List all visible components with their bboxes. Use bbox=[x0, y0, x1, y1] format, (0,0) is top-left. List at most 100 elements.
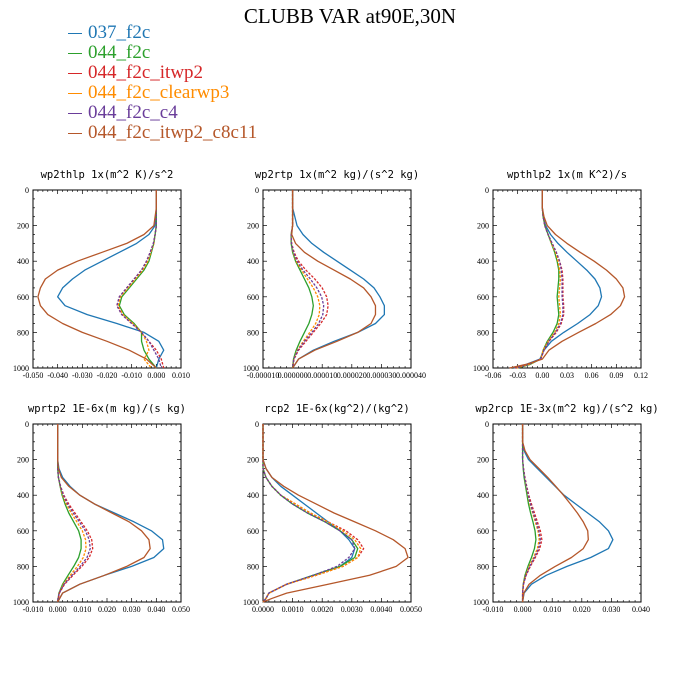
legend-line-swatch bbox=[68, 52, 82, 54]
series-line bbox=[521, 424, 589, 603]
series-line bbox=[513, 190, 603, 369]
series-line bbox=[262, 424, 356, 603]
x-tick-label: 0.000040 bbox=[396, 371, 426, 380]
y-tick-label: 200 bbox=[17, 456, 29, 465]
series-line bbox=[57, 424, 91, 603]
y-tick-label: 0 bbox=[25, 186, 29, 195]
chart-panel: rcp2 1E-6x(kg^2)/(kg^2) 0 200 400 600 800 1000… bbox=[243, 403, 422, 614]
x-tick-label: 0.12 bbox=[634, 371, 648, 380]
x-tick-label: 0.0000 bbox=[252, 605, 274, 614]
x-tick-label: 0.0020 bbox=[311, 605, 333, 614]
y-tick-label: 400 bbox=[17, 491, 29, 500]
plot-frame bbox=[32, 423, 182, 603]
series-line bbox=[262, 424, 409, 603]
y-tick-label: 800 bbox=[17, 562, 29, 571]
series-line bbox=[116, 190, 162, 369]
y-tick-label: 600 bbox=[477, 293, 489, 302]
y-tick-label: 1000 bbox=[13, 598, 29, 607]
y-tick-label: 800 bbox=[477, 562, 489, 571]
series-line bbox=[262, 424, 359, 603]
x-tick-label: 0.010 bbox=[73, 605, 91, 614]
series-line bbox=[118, 190, 157, 369]
x-tick-label: 0.010 bbox=[172, 371, 190, 380]
x-tick-label: -0.06 bbox=[485, 371, 502, 380]
legend-line-swatch bbox=[68, 72, 82, 74]
y-tick-label: 600 bbox=[247, 527, 259, 536]
chart-title: wpthlp2 1x(m K^2)/s bbox=[507, 169, 627, 181]
series-line bbox=[291, 190, 377, 369]
x-tick-label: 0.03 bbox=[560, 371, 574, 380]
x-tick-label: 0.030 bbox=[602, 605, 620, 614]
y-tick-label: 600 bbox=[247, 293, 259, 302]
series-line bbox=[262, 424, 356, 603]
chart-title: wp2thlp 1x(m^2 K)/s^2 bbox=[41, 169, 174, 181]
x-tick-label: 0.000 bbox=[49, 605, 67, 614]
x-tick-label: -0.010 bbox=[121, 371, 142, 380]
y-tick-label: 800 bbox=[247, 328, 259, 337]
y-tick-label: 200 bbox=[247, 222, 259, 231]
y-tick-label: 400 bbox=[17, 257, 29, 266]
legend-item: 044_f2c bbox=[68, 43, 257, 63]
x-tick-label: 0.020 bbox=[573, 605, 591, 614]
y-tick-label: 1000 bbox=[243, 598, 259, 607]
y-tick-label: 600 bbox=[17, 293, 29, 302]
plot-frame bbox=[262, 423, 412, 603]
legend-label: 044_f2c_itwp2 bbox=[88, 62, 204, 83]
y-tick-label: 1000 bbox=[243, 364, 259, 373]
series-line bbox=[37, 190, 157, 369]
series-line bbox=[517, 190, 560, 369]
x-tick-label: 0.010 bbox=[543, 605, 561, 614]
x-tick-label: -0.000010 bbox=[247, 371, 280, 380]
series-line bbox=[515, 190, 565, 369]
series-line bbox=[521, 424, 542, 602]
legend-item: 044_f2c_itwp2_c8c11 bbox=[68, 123, 257, 143]
legend-line-swatch bbox=[68, 132, 82, 134]
x-tick-label: 0.00 bbox=[535, 371, 549, 380]
chart-panel: wpthlp2 1x(m K^2)/s02004006008001000-0.0… bbox=[473, 169, 648, 380]
legend-item: 044_f2c_clearwp3 bbox=[68, 83, 257, 103]
chart-panel: wp2thlp 1x(m^2 K)/s^202004006008001000-0… bbox=[13, 169, 190, 380]
legend-item: 037_f2c bbox=[68, 23, 257, 43]
x-tick-label: 0.000030 bbox=[366, 371, 396, 380]
chart-panel: wp2rtp 1x(m^2 kg)/(s^2 kg) 0 200 400 600 800 1… bbox=[243, 169, 426, 380]
y-tick-label: 200 bbox=[477, 456, 489, 465]
x-tick-label: 0.040 bbox=[147, 605, 165, 614]
legend-label: 044_f2c_c4 bbox=[88, 102, 178, 123]
y-tick-label: 800 bbox=[17, 328, 29, 337]
x-tick-label: -0.03 bbox=[509, 371, 526, 380]
chart-title: rcp2 1E-6x(kg^2)/(kg^2) bbox=[264, 403, 409, 415]
x-tick-label: 0.000 bbox=[514, 605, 532, 614]
legend-line-swatch bbox=[68, 32, 82, 34]
x-tick-label: -0.030 bbox=[72, 371, 93, 380]
legend-line-swatch bbox=[68, 92, 82, 94]
y-tick-label: 600 bbox=[477, 527, 489, 536]
y-tick-label: 0 bbox=[255, 420, 259, 429]
legend-item: 044_f2c_c4 bbox=[68, 103, 257, 123]
x-tick-label: -0.020 bbox=[97, 371, 118, 380]
legend-label: 044_f2c_clearwp3 bbox=[88, 82, 230, 103]
chart-panel: wp2rcp 1E-3x(m^2 kg)/(s^2 kg) 0 200 400 600 8… bbox=[473, 403, 659, 614]
x-tick-label: -0.050 bbox=[23, 371, 44, 380]
x-tick-label: 0.09 bbox=[609, 371, 623, 380]
y-tick-label: 600 bbox=[17, 527, 29, 536]
y-tick-label: 200 bbox=[247, 456, 259, 465]
plot-frame bbox=[492, 189, 642, 369]
x-tick-label: 0.000010 bbox=[307, 371, 337, 380]
series-line bbox=[57, 424, 151, 603]
series-line bbox=[291, 190, 386, 369]
legend-label: 044_f2c bbox=[88, 42, 151, 63]
y-tick-label: 0 bbox=[255, 186, 259, 195]
series-line bbox=[521, 424, 614, 603]
x-tick-label: 0.0050 bbox=[400, 605, 422, 614]
x-tick-label: 0.020 bbox=[98, 605, 116, 614]
series-line bbox=[516, 190, 562, 369]
legend: 037_f2c 044_f2c 044_f2c_itwp2 044_f2c_clear… bbox=[68, 23, 257, 143]
series-line bbox=[515, 190, 564, 369]
legend-label: 037_f2c bbox=[88, 22, 151, 43]
y-tick-label: 0 bbox=[485, 420, 489, 429]
x-tick-label: 0.0010 bbox=[282, 605, 304, 614]
x-tick-label: 0.030 bbox=[123, 605, 141, 614]
y-tick-label: 0 bbox=[25, 420, 29, 429]
y-tick-label: 200 bbox=[477, 222, 489, 231]
x-tick-label: -0.010 bbox=[483, 605, 504, 614]
